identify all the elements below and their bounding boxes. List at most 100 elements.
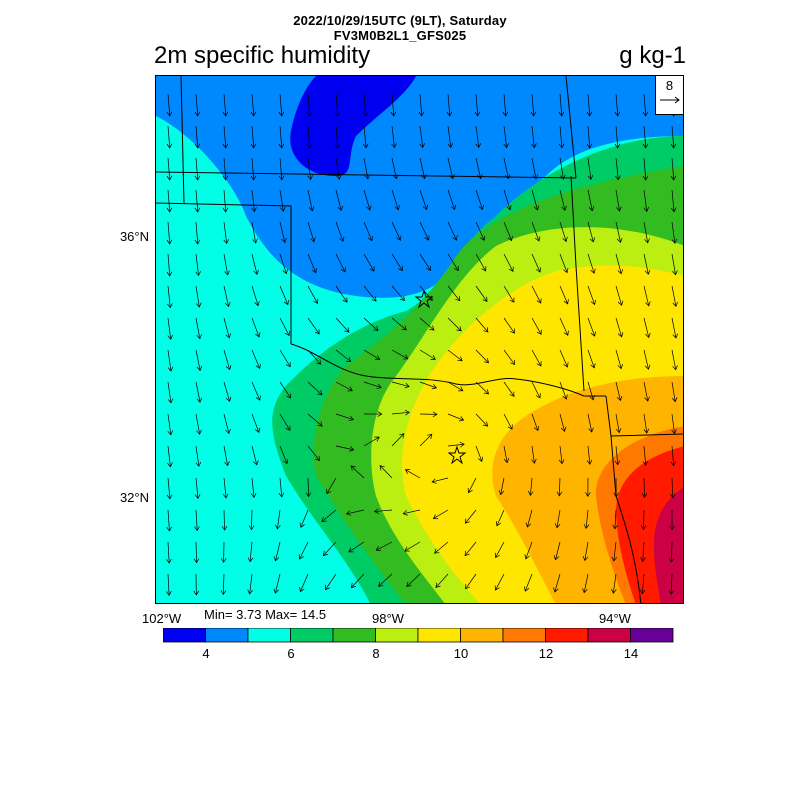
wind-vector-head	[310, 237, 316, 243]
wind-vector	[279, 93, 283, 116]
wind-vector-head	[404, 382, 410, 389]
wind-vector	[475, 381, 489, 395]
wind-vector-head	[668, 589, 675, 595]
wind-vector-head	[434, 548, 440, 554]
wind-vector-head	[342, 297, 348, 303]
wind-vector	[195, 413, 200, 435]
wind-vector-head	[616, 395, 623, 402]
wind-vector	[447, 93, 451, 116]
wind-vector-head	[422, 204, 429, 211]
wind-vector	[419, 381, 437, 389]
wind-vector	[503, 125, 507, 148]
wind-vector	[615, 381, 621, 401]
colorbar-cell	[247, 628, 291, 643]
wind-vector	[475, 317, 489, 333]
wind-vector-head	[225, 333, 232, 339]
wind-vector-head	[306, 143, 313, 149]
lon-label-98w: 98°W	[372, 611, 404, 626]
wind-vector-head	[282, 268, 288, 275]
wind-vector	[391, 253, 403, 271]
wind-vector	[615, 189, 620, 212]
wind-vector	[447, 413, 464, 421]
wind-vector	[195, 349, 201, 371]
wind-vector-head	[367, 236, 373, 242]
wind-vector	[500, 477, 505, 495]
wind-vector	[223, 381, 230, 402]
wind-vector-head	[373, 508, 379, 514]
wind-vector	[559, 125, 563, 148]
wind-vector-head	[671, 238, 678, 244]
wind-vector	[307, 253, 317, 273]
wind-vector	[587, 93, 591, 116]
wind-vector-head	[167, 303, 173, 309]
wind-vector	[643, 93, 647, 116]
wind-vector-head	[531, 143, 537, 149]
wind-vector-head	[617, 363, 623, 370]
wind-vector-head	[587, 174, 594, 181]
wind-vector	[391, 349, 409, 360]
wind-vector	[406, 573, 421, 587]
wind-vector	[403, 509, 421, 515]
wind-vector-head	[672, 333, 678, 339]
wind-vector	[587, 349, 595, 368]
wind-vector-head	[222, 111, 229, 117]
city-markers	[414, 289, 467, 465]
wind-vector-head	[563, 362, 569, 368]
wind-vector-head	[222, 175, 229, 181]
wind-vector	[335, 349, 351, 362]
wind-vector	[335, 413, 354, 420]
wind-vector-head	[645, 332, 651, 339]
wind-vector	[475, 157, 482, 179]
wind-vector	[300, 509, 309, 528]
wind-vector	[559, 221, 567, 242]
wind-vector-head	[403, 354, 409, 360]
wind-vector-head	[340, 267, 346, 273]
wind-vector-head	[221, 525, 228, 531]
wind-vector-head	[166, 207, 173, 213]
wind-vector	[671, 349, 677, 370]
wind-vector-head	[298, 554, 304, 560]
wind-vector	[531, 93, 535, 116]
wind-vector	[671, 221, 676, 244]
wind-vector	[643, 381, 649, 402]
wind-vector	[223, 253, 229, 276]
wind-vector-head	[483, 389, 490, 395]
wind-vector	[249, 573, 253, 594]
wind-vector-head	[563, 299, 569, 305]
wind-vector-head	[558, 143, 565, 149]
wind-vector	[279, 413, 291, 431]
wind-vector	[447, 253, 459, 271]
wind-vector-head	[583, 523, 590, 530]
wind-vector	[503, 189, 511, 210]
wind-vector-head	[314, 329, 320, 335]
wind-vector-head	[167, 334, 174, 340]
wind-vector-head	[419, 143, 426, 149]
wind-vector-head	[507, 424, 513, 430]
wind-vector-head	[616, 206, 622, 212]
wind-vector-head	[306, 111, 313, 117]
wind-vector	[587, 157, 592, 180]
wind-vector-head	[582, 555, 589, 562]
wind-vector	[587, 285, 595, 305]
wind-vector	[475, 285, 488, 302]
wind-vector-head	[589, 237, 596, 243]
wind-vector-head	[644, 364, 651, 370]
wind-vector-head	[556, 491, 563, 497]
wind-vector-head	[553, 555, 560, 561]
wind-vector-head	[672, 365, 678, 371]
wind-vector	[447, 285, 461, 302]
wind-vector	[391, 381, 410, 387]
lat-label-36n: 36°N	[119, 229, 149, 244]
wind-vector	[279, 381, 291, 399]
wind-vector-head	[166, 143, 173, 149]
wind-vector-head	[250, 111, 257, 117]
wind-vector-head	[334, 111, 341, 117]
wind-vector	[559, 285, 569, 304]
wind-vector	[643, 349, 649, 370]
reference-vector-value: 8	[665, 78, 674, 93]
wind-vector-head	[530, 111, 537, 117]
wind-vector-head	[398, 265, 403, 272]
wind-vector	[195, 541, 197, 563]
boundary-kansas-missouri	[565, 76, 577, 179]
wind-vector-head	[252, 238, 258, 244]
